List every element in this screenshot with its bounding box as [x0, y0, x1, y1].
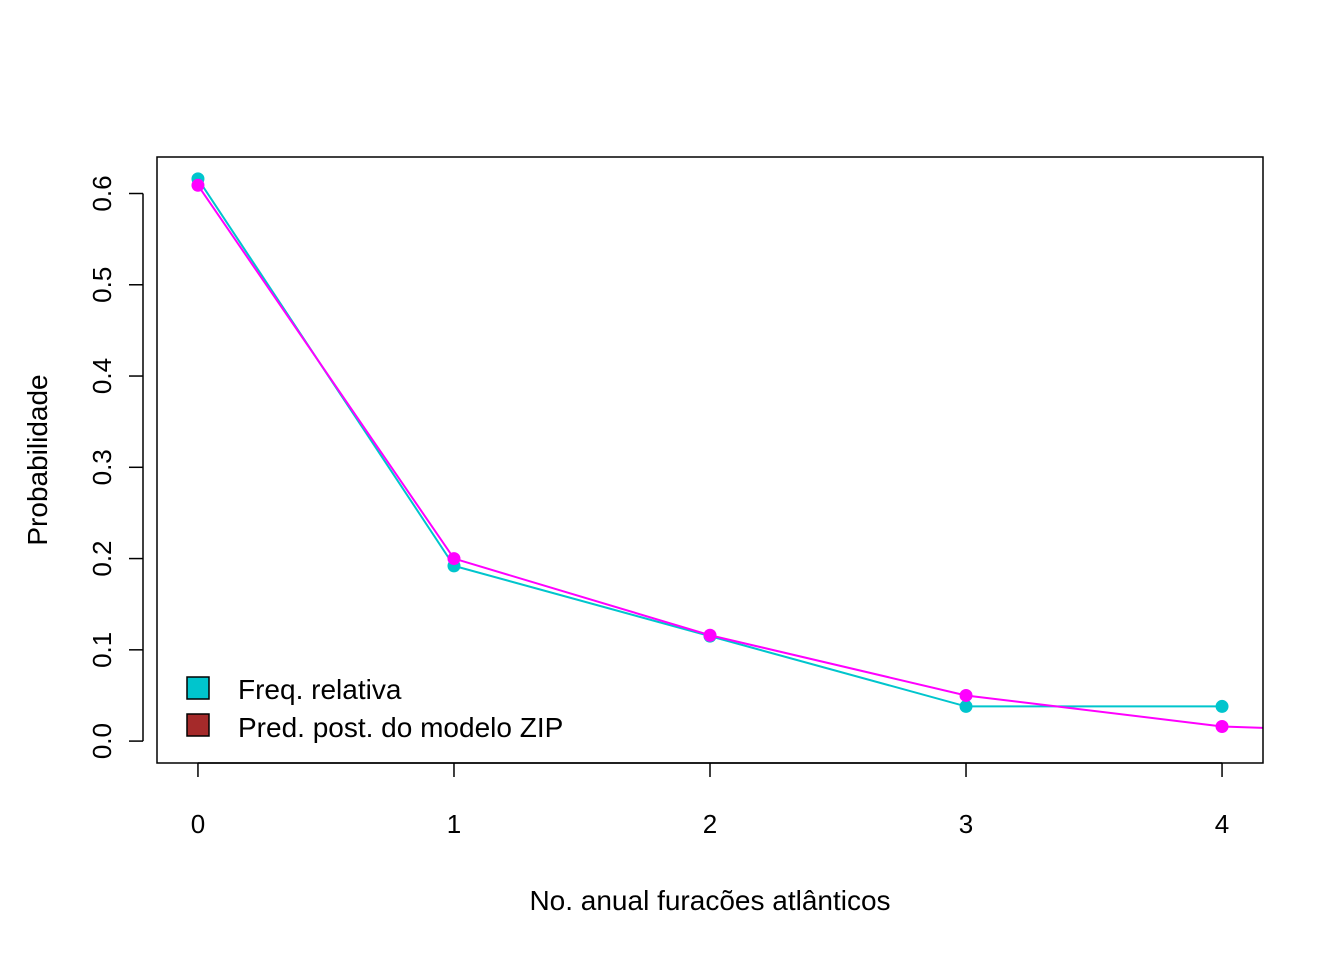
- legend-swatch-freq-relativa: [186, 676, 210, 700]
- y-tick-label: 0.1: [87, 632, 117, 668]
- y-tick-label: 0.6: [87, 175, 117, 211]
- data-point-series-1: [1215, 719, 1229, 733]
- data-point-series-0: [1215, 699, 1229, 713]
- y-axis: 0.0 0.1 0.2 0.3 0.4 0.5 0.6: [87, 175, 144, 759]
- x-axis-title: No. anual furacões atlânticos: [529, 885, 890, 916]
- legend-label-pred-post-zip: Pred. post. do modelo ZIP: [238, 712, 563, 743]
- legend-swatch-pred-post-zip: [186, 713, 210, 737]
- data-point-series-1: [191, 178, 205, 192]
- series-line-1: [197, 184, 1264, 729]
- x-tick-label: 4: [1215, 809, 1229, 839]
- y-axis-title: Probabilidade: [22, 374, 53, 545]
- data-point-series-1: [703, 628, 717, 642]
- y-tick-label: 0.3: [87, 449, 117, 485]
- data-point-series-1: [959, 688, 973, 702]
- series-layer: [191, 172, 1264, 733]
- data-point-series-0: [959, 699, 973, 713]
- y-tick-label: 0.4: [87, 358, 117, 394]
- x-tick-label: 2: [703, 809, 717, 839]
- series-line-0: [197, 178, 1223, 708]
- y-tick-label: 0.0: [87, 723, 117, 759]
- data-point-series-1: [447, 552, 461, 566]
- legend-label-freq-relativa: Freq. relativa: [238, 674, 402, 705]
- x-tick-label: 3: [959, 809, 973, 839]
- x-tick-label: 0: [191, 809, 205, 839]
- x-axis: 0 1 2 3 4: [191, 762, 1229, 839]
- plot-frame: [156, 156, 1264, 764]
- y-tick-label: 0.5: [87, 267, 117, 303]
- y-tick-label: 0.2: [87, 540, 117, 576]
- legend: Freq. relativa Pred. post. do modelo ZIP: [186, 674, 563, 743]
- x-tick-label: 1: [447, 809, 461, 839]
